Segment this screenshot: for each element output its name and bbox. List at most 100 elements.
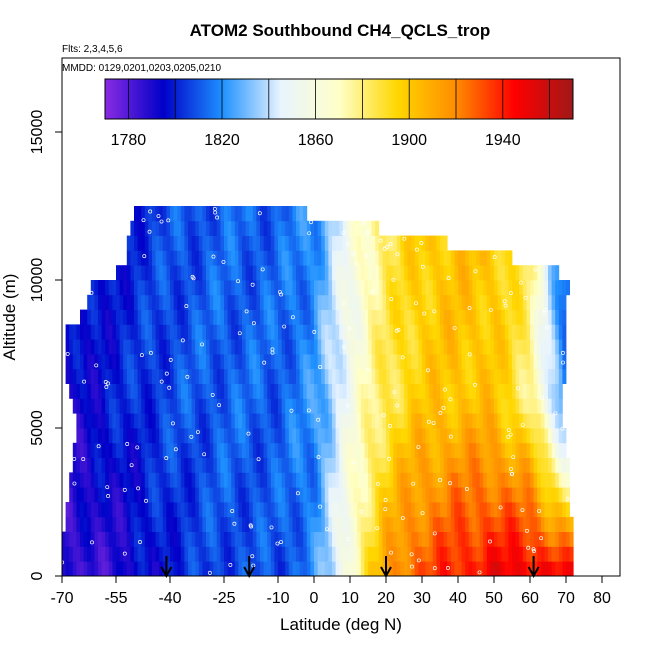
curtain-cell — [267, 383, 272, 399]
curtain-cell — [436, 235, 441, 251]
curtain-cell — [72, 546, 77, 562]
curtain-cell — [198, 280, 203, 296]
curtain-cell — [425, 428, 430, 444]
curtain-cell — [512, 294, 516, 310]
curtain-cell — [558, 339, 563, 355]
curtain-cell — [288, 413, 293, 429]
curtain-cell — [170, 339, 174, 355]
curtain-cell — [350, 442, 354, 458]
curtain-cell — [249, 487, 254, 503]
observation-point — [251, 321, 256, 326]
curtain-cell — [382, 487, 387, 503]
curtain-cell — [368, 354, 372, 370]
curtain-cell — [490, 531, 495, 547]
curtain-cell — [393, 280, 398, 296]
curtain-cell — [242, 428, 246, 444]
curtain-cell — [119, 516, 124, 532]
curtain-cell — [184, 502, 189, 518]
curtain-cell — [389, 531, 394, 547]
observation-point — [167, 385, 172, 390]
curtain-cell — [112, 531, 117, 547]
curtain-cell — [407, 487, 412, 503]
observation-point — [72, 456, 77, 461]
curtain-cell — [324, 324, 329, 340]
curtain-cell — [252, 398, 257, 414]
curtain-cell — [360, 561, 365, 577]
observation-point — [82, 379, 87, 384]
curtain-cell — [548, 309, 552, 325]
curtain-cell — [252, 516, 257, 532]
curtain-cell — [332, 531, 336, 547]
curtain-cell — [404, 413, 408, 429]
curtain-cell — [332, 561, 336, 577]
curtain-cell — [191, 487, 196, 503]
curtain-cell — [544, 294, 549, 310]
curtain-cell — [249, 354, 254, 370]
curtain-cell — [180, 354, 185, 370]
curtain-cell — [432, 472, 437, 488]
curtain-cell — [443, 487, 448, 503]
curtain-cell — [368, 531, 372, 547]
curtain-cell — [162, 265, 167, 281]
curtain-cell — [80, 413, 84, 429]
curtain-cell — [526, 428, 531, 444]
curtain-cell — [461, 309, 466, 325]
curtain-cell — [101, 502, 106, 518]
curtain-cell — [436, 339, 441, 355]
curtain-cell — [299, 516, 304, 532]
curtain-cell — [306, 561, 311, 577]
curtain-cell — [346, 516, 351, 532]
curtain-cell — [234, 442, 239, 458]
curtain-cell — [90, 472, 95, 488]
observation-point — [282, 324, 287, 329]
observation-point — [295, 491, 300, 496]
curtain-cell — [234, 250, 239, 266]
curtain-cell — [296, 250, 300, 266]
curtain-cell — [404, 383, 408, 399]
curtain-cell — [548, 561, 552, 577]
curtain-cell — [108, 531, 113, 547]
curtain-cell — [537, 531, 542, 547]
curtain-cell — [436, 561, 441, 577]
curtain-cell — [375, 516, 380, 532]
curtain-cell — [116, 398, 120, 414]
curtain-cell — [393, 472, 398, 488]
curtain-cell — [382, 324, 387, 340]
curtain-cell — [170, 235, 174, 251]
curtain-cell — [173, 442, 178, 458]
curtain-cell — [65, 531, 70, 547]
curtain-cell — [220, 398, 225, 414]
curtain-cell — [195, 250, 200, 266]
curtain-cell — [335, 324, 340, 340]
curtain-cell — [551, 442, 556, 458]
curtain-cell — [364, 428, 369, 444]
curtain-cell — [108, 502, 113, 518]
curtain-cell — [213, 472, 218, 488]
curtain-cell — [198, 516, 203, 532]
curtain-cell — [83, 502, 88, 518]
curtain-cell — [555, 413, 560, 429]
curtain-cell — [483, 413, 488, 429]
curtain-cell — [472, 442, 477, 458]
curtain-cell — [288, 235, 293, 251]
curtain-cell — [260, 502, 264, 518]
curtain-cell — [321, 413, 326, 429]
curtain-cell — [353, 250, 358, 266]
curtain-cell — [267, 294, 272, 310]
curtain-cell — [98, 428, 102, 444]
curtain-cell — [418, 413, 423, 429]
curtain-cell — [83, 368, 88, 384]
curtain-cell — [166, 546, 171, 562]
curtain-cell — [256, 235, 261, 251]
curtain-cell — [278, 206, 282, 222]
curtain-cell — [90, 413, 95, 429]
curtain-cell — [123, 354, 128, 370]
colorbar-dividers — [127, 79, 550, 119]
curtain-cell — [292, 531, 297, 547]
curtain-cell — [328, 442, 333, 458]
curtain-cell — [440, 398, 444, 414]
curtain-cell — [162, 546, 167, 562]
curtain-cell — [231, 413, 236, 429]
curtain-cell — [317, 280, 322, 296]
curtain-cell — [501, 265, 506, 281]
